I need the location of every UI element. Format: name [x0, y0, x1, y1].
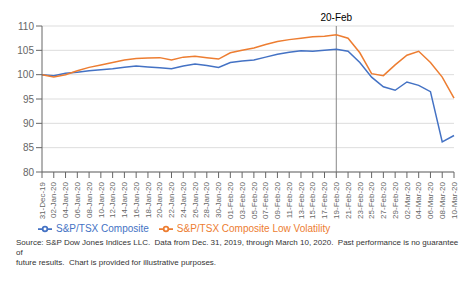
svg-text:27-Feb-20: 27-Feb-20: [379, 181, 388, 218]
svg-text:17-Feb-20: 17-Feb-20: [320, 181, 329, 218]
svg-text:20-Jan-20: 20-Jan-20: [155, 181, 164, 218]
svg-text:19-Feb-20: 19-Feb-20: [332, 181, 341, 218]
svg-text:25-Feb-20: 25-Feb-20: [367, 181, 376, 218]
svg-text:04-Jan-20: 04-Jan-20: [61, 181, 70, 218]
svg-text:100: 100: [17, 69, 34, 80]
svg-text:18-Jan-20: 18-Jan-20: [144, 181, 153, 218]
svg-text:12-Jan-20: 12-Jan-20: [108, 181, 117, 218]
svg-text:11-Feb-20: 11-Feb-20: [285, 181, 294, 218]
svg-text:06-Mar-20: 06-Mar-20: [426, 181, 435, 218]
svg-text:10-Jan-20: 10-Jan-20: [97, 181, 106, 218]
svg-text:80: 80: [23, 167, 35, 178]
svg-text:95: 95: [23, 94, 35, 105]
svg-text:05-Feb-20: 05-Feb-20: [250, 181, 259, 218]
svg-text:105: 105: [17, 45, 34, 56]
svg-text:22-Jan-20: 22-Jan-20: [167, 181, 176, 218]
svg-text:09-Feb-20: 09-Feb-20: [273, 181, 282, 218]
svg-text:15-Feb-20: 15-Feb-20: [308, 181, 317, 218]
html-text:Source: S&P Dow Jones Indices: Source: S&P Dow Jones Indices LLC. Data …: [16, 238, 461, 267]
svg-text:07-Feb-20: 07-Feb-20: [261, 181, 270, 218]
svg-text:06-Jan-20: 06-Jan-20: [73, 181, 82, 218]
svg-text:30-Jan-20: 30-Jan-20: [214, 181, 223, 218]
svg-text:03-Feb-20: 03-Feb-20: [238, 181, 247, 218]
svg-text:21-Feb-20: 21-Feb-20: [344, 181, 353, 218]
svg-text:01-Feb-20: 01-Feb-20: [226, 181, 235, 218]
svg-text:02-Jan-20: 02-Jan-20: [49, 181, 58, 218]
svg-text:02-Mar-20: 02-Mar-20: [403, 181, 412, 218]
svg-text:110: 110: [18, 21, 34, 32]
svg-text:10-Mar-20: 10-Mar-20: [450, 181, 459, 218]
html-text:S&P/TSX Composite: S&P/TSX Composite: [56, 222, 149, 234]
svg-text:85: 85: [23, 142, 35, 153]
svg-text:14-Jan-20: 14-Jan-20: [120, 181, 129, 218]
svg-text:29-Feb-20: 29-Feb-20: [391, 181, 400, 218]
svg-text:13-Feb-20: 13-Feb-20: [297, 181, 306, 218]
svg-text:23-Feb-20: 23-Feb-20: [356, 181, 365, 218]
svg-text:26-Jan-20: 26-Jan-20: [191, 181, 200, 218]
html-text:S&P/TSX Composite Low Volatili: S&P/TSX Composite Low Volatility: [176, 222, 331, 234]
svg-text:08-Jan-20: 08-Jan-20: [85, 181, 94, 218]
svg-text:28-Jan-20: 28-Jan-20: [202, 181, 211, 218]
svg-text:24-Jan-20: 24-Jan-20: [179, 181, 188, 218]
svg-text:08-Mar-20: 08-Mar-20: [438, 181, 447, 218]
svg-text:04-Mar-20: 04-Mar-20: [414, 181, 423, 218]
svg-text:16-Jan-20: 16-Jan-20: [132, 181, 141, 218]
svg-text:31-Dec-19: 31-Dec-19: [38, 181, 47, 219]
svg-text:90: 90: [23, 118, 35, 129]
svg-text:20-Feb: 20-Feb: [320, 12, 352, 23]
